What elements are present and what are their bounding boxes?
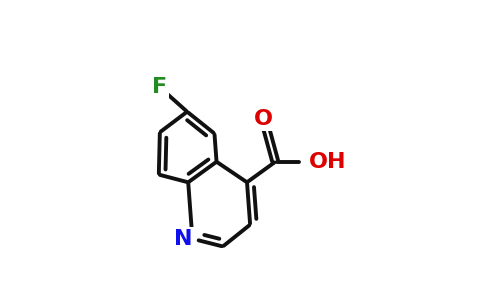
Text: N: N <box>174 229 193 249</box>
Text: F: F <box>152 77 167 97</box>
Text: OH: OH <box>309 152 347 172</box>
Text: O: O <box>254 110 273 129</box>
